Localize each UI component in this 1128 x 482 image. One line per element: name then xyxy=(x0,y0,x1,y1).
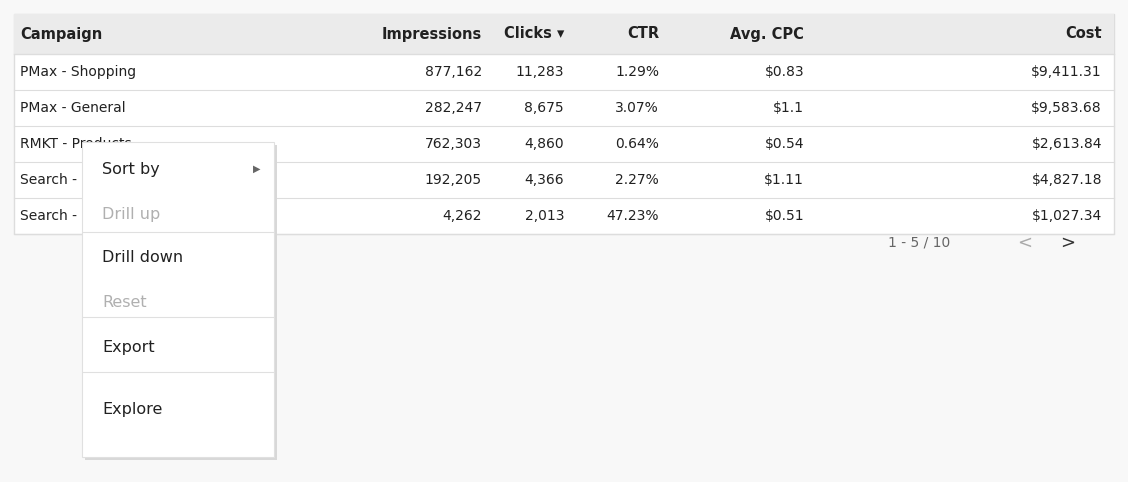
Text: $9,583.68: $9,583.68 xyxy=(1031,101,1102,115)
Text: Clicks ▾: Clicks ▾ xyxy=(503,27,564,41)
Text: Search - G: Search - G xyxy=(20,173,92,187)
Text: Reset: Reset xyxy=(102,295,147,310)
Text: Drill up: Drill up xyxy=(102,207,160,222)
Text: CTR: CTR xyxy=(627,27,659,41)
Text: RMKT - Products: RMKT - Products xyxy=(20,137,132,151)
Text: 877,162: 877,162 xyxy=(425,65,482,79)
Text: $2,613.84: $2,613.84 xyxy=(1031,137,1102,151)
Text: PMax - Shopping: PMax - Shopping xyxy=(20,65,136,79)
Text: $0.83: $0.83 xyxy=(765,65,804,79)
Text: Campaign: Campaign xyxy=(20,27,103,41)
Text: 47.23%: 47.23% xyxy=(607,209,659,223)
Text: Explore: Explore xyxy=(102,402,162,417)
Text: <: < xyxy=(1017,234,1032,252)
Text: Sort by: Sort by xyxy=(102,162,160,177)
Text: 3.07%: 3.07% xyxy=(615,101,659,115)
Text: 11,283: 11,283 xyxy=(515,65,564,79)
Text: Search - B: Search - B xyxy=(20,209,91,223)
Text: 1 - 5 / 10: 1 - 5 / 10 xyxy=(888,236,950,250)
Text: >: > xyxy=(1060,234,1075,252)
Text: PMax - General: PMax - General xyxy=(20,101,125,115)
Text: 282,247: 282,247 xyxy=(425,101,482,115)
Text: ▶: ▶ xyxy=(253,164,259,174)
Text: Cost: Cost xyxy=(1065,27,1102,41)
Text: $1.11: $1.11 xyxy=(764,173,804,187)
Text: Export: Export xyxy=(102,340,155,355)
Bar xyxy=(14,14,1114,54)
Bar xyxy=(14,14,1114,234)
Text: 762,303: 762,303 xyxy=(425,137,482,151)
Text: 0.64%: 0.64% xyxy=(615,137,659,151)
Text: Avg. CPC: Avg. CPC xyxy=(730,27,804,41)
Text: 1.29%: 1.29% xyxy=(615,65,659,79)
Bar xyxy=(82,142,274,457)
Text: $1,027.34: $1,027.34 xyxy=(1032,209,1102,223)
Text: 2,013: 2,013 xyxy=(525,209,564,223)
Text: 192,205: 192,205 xyxy=(425,173,482,187)
Text: 8,675: 8,675 xyxy=(525,101,564,115)
Text: 4,262: 4,262 xyxy=(442,209,482,223)
Text: $4,827.18: $4,827.18 xyxy=(1031,173,1102,187)
Text: Drill down: Drill down xyxy=(102,250,183,265)
Text: $9,411.31: $9,411.31 xyxy=(1031,65,1102,79)
Text: 2.27%: 2.27% xyxy=(615,173,659,187)
Text: 4,366: 4,366 xyxy=(525,173,564,187)
Text: $0.51: $0.51 xyxy=(765,209,804,223)
Bar xyxy=(85,145,277,460)
Text: $1.1: $1.1 xyxy=(773,101,804,115)
Text: 4,860: 4,860 xyxy=(525,137,564,151)
Text: $0.54: $0.54 xyxy=(765,137,804,151)
Text: Impressions: Impressions xyxy=(381,27,482,41)
